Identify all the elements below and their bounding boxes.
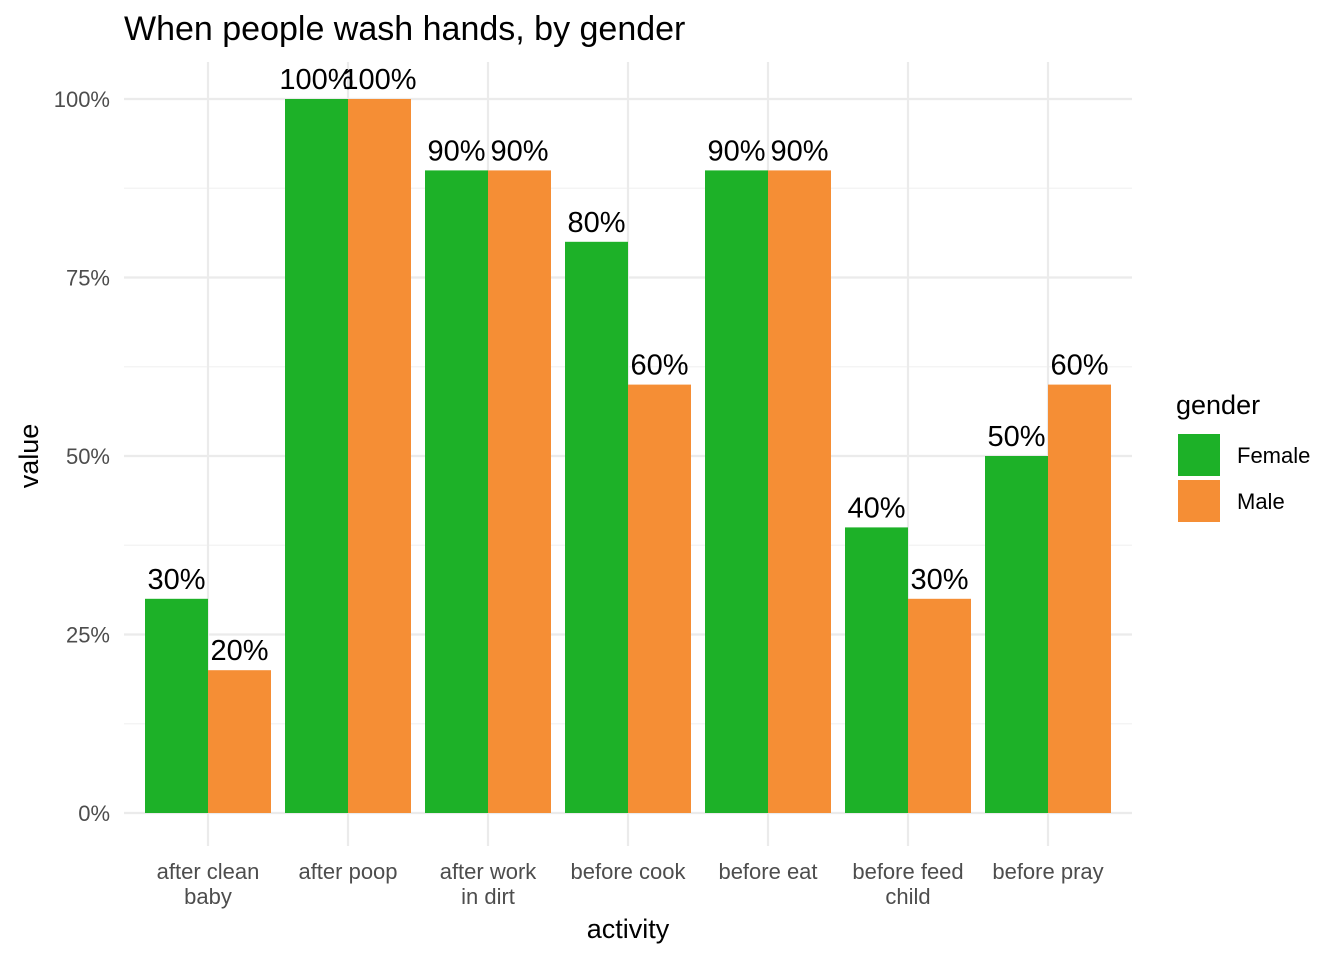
bar-female	[425, 170, 488, 813]
bar-female	[985, 456, 1048, 813]
legend-title: gender	[1176, 390, 1260, 420]
bars	[145, 99, 1111, 814]
y-tick-label: 100%	[54, 87, 110, 112]
x-tick-label-line: in dirt	[461, 884, 515, 909]
bar-female	[845, 527, 908, 813]
bar-male	[628, 384, 691, 813]
x-tick-label-line: before cook	[571, 859, 687, 884]
chart-title: When people wash hands, by gender	[124, 10, 685, 48]
data-label: 90%	[427, 135, 485, 167]
data-label: 40%	[847, 492, 905, 524]
x-tick-label-line: after clean	[157, 859, 260, 884]
x-tick-label: before eat	[718, 859, 817, 884]
x-tick-label-line: baby	[184, 884, 232, 909]
data-label: 90%	[770, 135, 828, 167]
bar-male	[1048, 384, 1111, 813]
bar-female	[145, 598, 208, 813]
bar-male	[348, 99, 411, 813]
bar-male	[908, 598, 971, 813]
bar-female	[705, 170, 768, 813]
x-tick-label-line: before pray	[992, 859, 1103, 884]
bar-male	[488, 170, 551, 813]
y-axis-title: value	[14, 424, 44, 489]
legend-swatch-female	[1178, 434, 1220, 476]
data-label: 100%	[342, 64, 416, 96]
x-tick-label: after poop	[298, 859, 397, 884]
legend: gender Female Male	[1176, 390, 1310, 522]
bar-male	[208, 670, 271, 813]
data-label: 60%	[630, 350, 688, 382]
x-tick-label-line: child	[885, 884, 930, 909]
x-axis-title: activity	[587, 914, 670, 944]
x-tick-label: before feed child	[852, 859, 963, 909]
x-tick-label: after work in dirt	[440, 859, 538, 909]
data-label: 60%	[1050, 350, 1108, 382]
y-tick-label: 25%	[66, 623, 110, 648]
x-axis-ticks: after clean baby after poop after work in di…	[157, 859, 1104, 909]
y-axis-ticks: 0% 25% 50% 75% 100%	[54, 87, 110, 826]
data-label: 90%	[490, 135, 548, 167]
x-tick-label: before cook	[571, 859, 687, 884]
legend-label-male: Male	[1237, 489, 1285, 514]
data-label: 50%	[987, 421, 1045, 453]
x-tick-label-line: after work	[440, 859, 538, 884]
y-tick-label: 0%	[78, 801, 110, 826]
x-tick-label: before pray	[992, 859, 1103, 884]
x-tick-label: after clean baby	[157, 859, 260, 909]
x-tick-label-line: after poop	[298, 859, 397, 884]
y-tick-label: 75%	[66, 266, 110, 291]
data-label: 100%	[279, 64, 353, 96]
data-label: 30%	[910, 564, 968, 596]
y-tick-label: 50%	[66, 444, 110, 469]
data-label: 80%	[567, 207, 625, 239]
x-tick-label-line: before eat	[718, 859, 817, 884]
legend-swatch-male	[1178, 480, 1220, 522]
data-labels: 30%20%100%100%90% 90%80%60%90% 90%40%30%50…	[147, 64, 1108, 667]
legend-label-female: Female	[1237, 443, 1310, 468]
data-label: 30%	[147, 564, 205, 596]
data-label: 90%	[707, 135, 765, 167]
x-tick-label-line: before feed	[852, 859, 963, 884]
bar-female	[565, 241, 628, 814]
bar-male	[768, 170, 831, 813]
data-label: 20%	[210, 635, 268, 667]
bar-female	[285, 99, 348, 813]
